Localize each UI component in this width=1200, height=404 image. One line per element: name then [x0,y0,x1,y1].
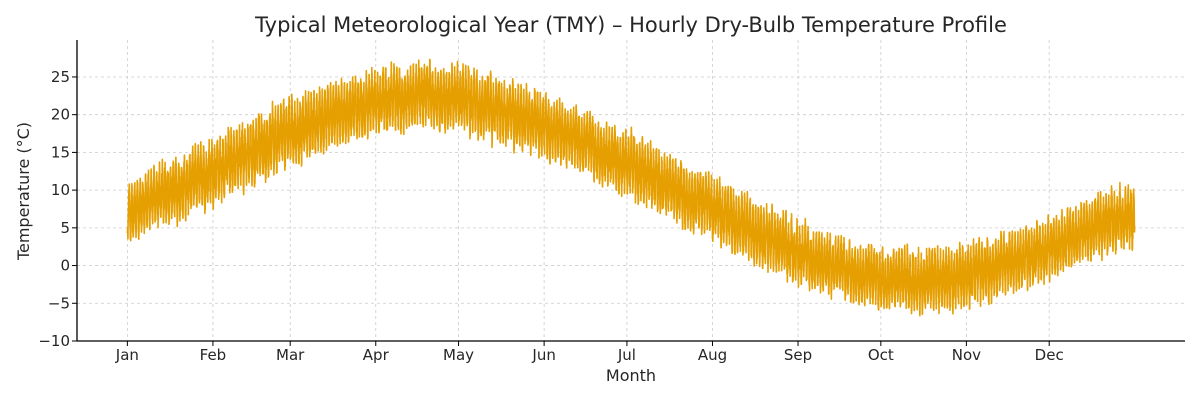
y-tick-label: −10 [38,332,70,350]
y-tick-label: 20 [51,106,70,124]
x-tick-label: Feb [200,346,227,364]
x-axis-label: Month [606,366,656,385]
y-tick-label: 0 [60,257,70,275]
series-layer [126,58,1136,317]
x-tick-label: Jun [531,346,555,364]
x-tick-label: Jan [115,346,139,364]
y-tick-label: 25 [51,68,70,86]
x-tick-label: Apr [363,346,390,364]
y-ticks: −10 −5 0 5 10 15 20 25 [38,68,77,350]
temperature-series-line [126,58,1136,317]
x-tick-label: Mar [276,346,305,364]
x-tick-label: May [443,346,474,364]
x-tick-label: Jul [617,346,636,364]
y-tick-label: −5 [48,294,70,312]
x-tick-label: Aug [698,346,727,364]
x-ticks: Jan Feb Mar Apr May Jun Jul Aug Sep Oct Nov Dec [115,341,1064,364]
x-tick-label: Dec [1035,346,1064,364]
y-axis-label: Temperature (°C) [14,122,33,261]
x-tick-label: Oct [868,346,894,364]
x-tick-label: Nov [952,346,981,364]
y-tick-label: 10 [51,181,70,199]
chart-title: Typical Meteorological Year (TMY) – Hour… [254,13,1007,37]
y-tick-label: 5 [60,219,70,237]
x-tick-label: Sep [784,346,812,364]
y-tick-label: 15 [51,143,70,161]
